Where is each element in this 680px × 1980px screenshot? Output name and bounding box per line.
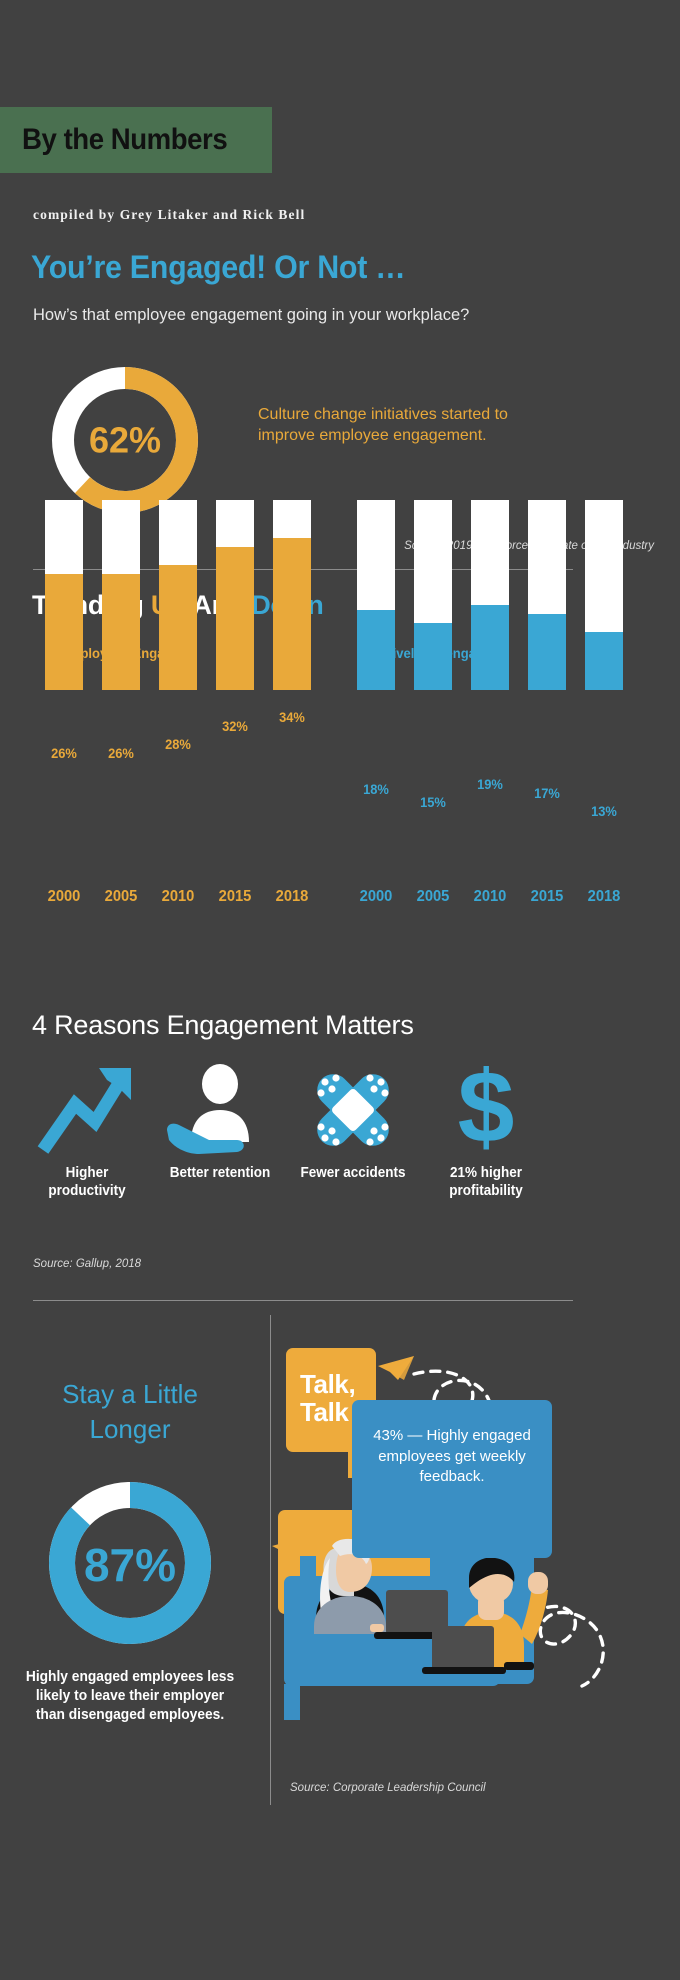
conversation-illustration: Talk, Talk 43% — Highly engaged employee…: [272, 1336, 680, 1776]
stay-title: Stay a Little Longer: [62, 1379, 198, 1445]
bar-track: [471, 500, 509, 690]
bar-track: [102, 500, 140, 690]
bar-value-label: 28%: [165, 736, 191, 752]
bar-track: [585, 500, 623, 690]
bar-fill: [357, 610, 395, 690]
bar-year-label: 2018: [587, 888, 621, 905]
reason-label: Higher productivity: [48, 1165, 126, 1199]
bar-year-label: 2010: [161, 888, 195, 905]
reason-label: Better retention: [169, 1165, 271, 1181]
reason-label: 21% higher profitability: [449, 1165, 523, 1199]
trending-up-arrow-icon: [22, 1060, 152, 1156]
bar-track: [414, 500, 452, 690]
byline: compiled by Grey Litaker and Rick Bell: [33, 207, 306, 222]
reason-fewer-accidents: Fewer accidents: [288, 1060, 418, 1183]
reason-better-retention: Better retention: [155, 1060, 285, 1183]
bar-chart: [0, 500, 680, 880]
bar-year-label: 2018: [275, 888, 309, 905]
donut-87-note: Highly engaged employees less likely to …: [25, 1669, 235, 1723]
bar-fill: [414, 623, 452, 690]
bar-track: [528, 500, 566, 690]
bar-value-label: 26%: [108, 745, 134, 761]
crossed-bandage-icon: [288, 1060, 418, 1156]
donut-chart-62: 62%: [45, 360, 205, 520]
bar-value-label: 13%: [591, 803, 617, 819]
page-subhead: How’s that employee engagement going in …: [33, 306, 470, 324]
donut-62-note: Culture change initiatives started to im…: [258, 406, 508, 445]
page-headline: You’re Engaged! Or Not …: [31, 249, 406, 285]
bar-value-label: 17%: [534, 785, 560, 801]
bar-year-label: 2010: [473, 888, 507, 905]
source-gallup: Source: Gallup, 2018: [33, 1258, 142, 1270]
reason-higher-profitability: $ 21% higher profitability: [421, 1050, 551, 1200]
source-corporate-leadership-council: Source: Corporate Leadership Council: [290, 1782, 486, 1794]
bar-fill: [585, 632, 623, 690]
bar-value-label: 26%: [51, 745, 77, 761]
bar-fill: [45, 574, 83, 690]
svg-text:$: $: [458, 1050, 515, 1164]
bar-value-label: 32%: [222, 718, 248, 734]
divider-2: [33, 1300, 573, 1301]
person-in-hand-icon: [155, 1060, 285, 1156]
laptop-icon: [422, 1626, 506, 1674]
reason-label: Fewer accidents: [300, 1165, 406, 1181]
bubble-stat-43: 43% — Highly engaged employees get weekl…: [352, 1400, 552, 1558]
reason-higher-productivity: Higher productivity: [22, 1060, 152, 1200]
bubble-stat-tail: [300, 1556, 316, 1586]
masthead-title: By the Numbers: [22, 123, 228, 156]
donut-87-value: 87%: [84, 1539, 176, 1591]
bar-year-label: 2015: [530, 888, 564, 905]
bar-track: [273, 500, 311, 690]
donut-62-svg: 62%: [52, 367, 198, 513]
bar-year-label: 2015: [218, 888, 252, 905]
bar-fill: [216, 547, 254, 690]
bubble-stat-text: 43% — Highly engaged employees get weekl…: [373, 1427, 531, 1486]
bar-track: [216, 500, 254, 690]
donut-chart-87: 87%: [42, 1475, 218, 1651]
bar-value-label: 18%: [363, 781, 389, 797]
bar-track: [357, 500, 395, 690]
donut-87-svg: 87%: [49, 1482, 211, 1644]
paper-plane-icon: [378, 1356, 414, 1380]
dollar-sign-icon: $: [421, 1050, 551, 1164]
bar-fill: [471, 605, 509, 690]
bar-value-label: 34%: [279, 709, 305, 725]
bar-track: [159, 500, 197, 690]
bar-year-label: 2000: [359, 888, 393, 905]
bar-fill: [273, 538, 311, 690]
reasons-title: 4 Reasons Engagement Matters: [32, 1010, 414, 1040]
bar-value-label: 19%: [477, 776, 503, 792]
bar-year-label: 2005: [416, 888, 450, 905]
masthead-banner: By the Numbers: [0, 107, 272, 173]
bubble-talk-text: Talk, Talk: [300, 1369, 356, 1428]
bar-fill: [159, 565, 197, 690]
people-illustration: [314, 1538, 548, 1674]
vertical-divider: [270, 1315, 271, 1805]
bubble-photo-blue-tail: [284, 1684, 300, 1720]
bar-year-label: 2000: [47, 888, 81, 905]
bar-track: [45, 500, 83, 690]
bar-year-label: 2005: [104, 888, 138, 905]
bar-fill: [102, 574, 140, 690]
person-grey-hair: [314, 1538, 386, 1634]
donut-62-value: 62%: [89, 420, 161, 461]
reasons-row: Higher productivity Better retention: [22, 1050, 582, 1230]
bar-value-label: 15%: [420, 794, 446, 810]
bar-fill: [528, 614, 566, 690]
